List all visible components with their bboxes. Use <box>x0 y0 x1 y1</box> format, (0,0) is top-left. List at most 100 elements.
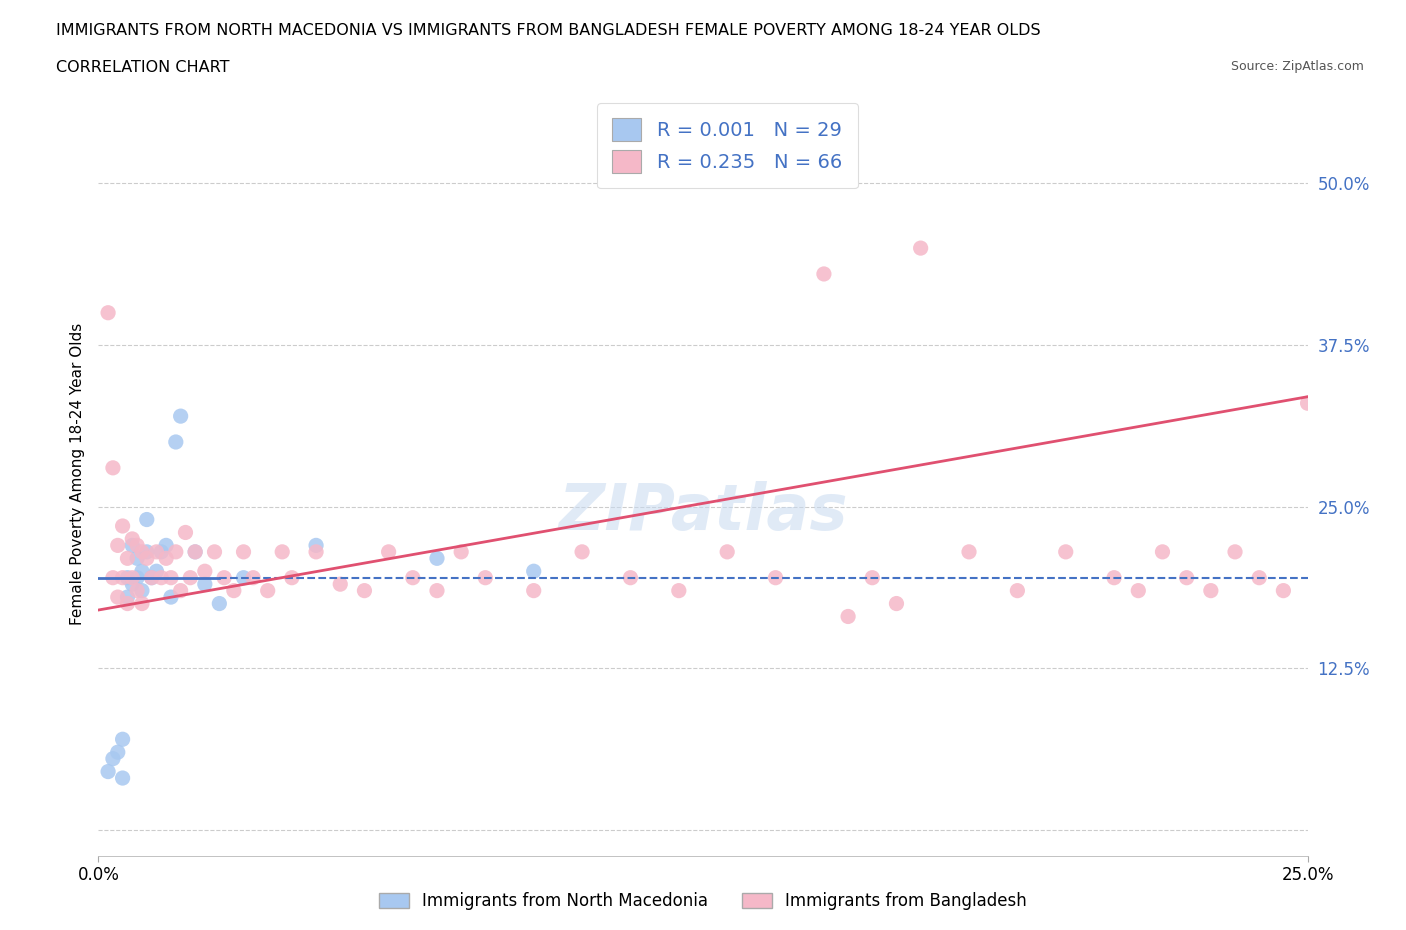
Point <box>212 570 235 585</box>
Point <box>155 538 177 552</box>
Point <box>127 538 149 552</box>
Point <box>135 512 157 527</box>
Point <box>131 564 153 578</box>
Point <box>450 544 472 559</box>
Point <box>121 531 143 546</box>
Point <box>232 544 254 559</box>
Point <box>1175 570 1198 585</box>
Point <box>1249 570 1271 585</box>
Point <box>101 460 124 475</box>
Point <box>222 583 245 598</box>
Point <box>121 570 143 585</box>
Point <box>184 544 207 559</box>
Point <box>837 609 859 624</box>
Point <box>179 570 201 585</box>
Point <box>1296 396 1319 411</box>
Point <box>145 544 167 559</box>
Point <box>860 570 883 585</box>
Point <box>619 570 641 585</box>
Point <box>117 570 139 585</box>
Point <box>107 590 129 604</box>
Point <box>194 564 217 578</box>
Point <box>1128 583 1150 598</box>
Point <box>117 596 139 611</box>
Point <box>165 434 187 449</box>
Point <box>377 544 399 559</box>
Point <box>305 544 328 559</box>
Legend: Immigrants from North Macedonia, Immigrants from Bangladesh: Immigrants from North Macedonia, Immigra… <box>373 885 1033 917</box>
Point <box>1223 544 1246 559</box>
Point <box>305 538 328 552</box>
Point <box>1102 570 1125 585</box>
Point <box>910 241 932 256</box>
Point <box>150 570 173 585</box>
Point <box>169 408 191 423</box>
Point <box>107 538 129 552</box>
Point <box>1272 583 1295 598</box>
Point <box>101 751 124 766</box>
Point <box>145 564 167 578</box>
Point <box>426 551 449 565</box>
Point <box>97 305 120 320</box>
Point <box>169 583 191 598</box>
Point <box>121 538 143 552</box>
Point <box>150 544 173 559</box>
Point <box>571 544 593 559</box>
Point <box>121 577 143 591</box>
Point <box>242 570 264 585</box>
Point <box>97 764 120 779</box>
Point <box>184 544 207 559</box>
Point <box>117 551 139 565</box>
Point <box>174 525 197 540</box>
Point <box>131 544 153 559</box>
Point <box>165 544 187 559</box>
Point <box>111 732 134 747</box>
Point <box>127 570 149 585</box>
Point <box>716 544 738 559</box>
Y-axis label: Female Poverty Among 18-24 Year Olds: Female Poverty Among 18-24 Year Olds <box>69 324 84 626</box>
Point <box>208 596 231 611</box>
Point <box>329 577 352 591</box>
Point <box>111 771 134 786</box>
Point <box>155 551 177 565</box>
Text: IMMIGRANTS FROM NORTH MACEDONIA VS IMMIGRANTS FROM BANGLADESH FEMALE POVERTY AMO: IMMIGRANTS FROM NORTH MACEDONIA VS IMMIG… <box>56 23 1040 38</box>
Point <box>232 570 254 585</box>
Point <box>111 570 134 585</box>
Point <box>141 570 163 585</box>
Point <box>668 583 690 598</box>
Point <box>765 570 787 585</box>
Point <box>131 596 153 611</box>
Point <box>135 551 157 565</box>
Point <box>204 544 226 559</box>
Point <box>281 570 304 585</box>
Point <box>957 544 980 559</box>
Point <box>141 570 163 585</box>
Point <box>1152 544 1174 559</box>
Point <box>426 583 449 598</box>
Point <box>160 570 183 585</box>
Point <box>523 583 546 598</box>
Point <box>813 267 835 282</box>
Legend: R = 0.001   N = 29, R = 0.235   N = 66: R = 0.001 N = 29, R = 0.235 N = 66 <box>596 102 858 189</box>
Point <box>256 583 278 598</box>
Point <box>1054 544 1077 559</box>
Point <box>160 590 183 604</box>
Point <box>101 570 124 585</box>
Text: CORRELATION CHART: CORRELATION CHART <box>56 60 229 75</box>
Point <box>127 551 149 565</box>
Point <box>886 596 908 611</box>
Point <box>131 583 153 598</box>
Text: ZIPatlas: ZIPatlas <box>558 482 848 543</box>
Point <box>107 745 129 760</box>
Point <box>523 564 546 578</box>
Point <box>1007 583 1029 598</box>
Point <box>402 570 425 585</box>
Point <box>111 519 134 534</box>
Text: Source: ZipAtlas.com: Source: ZipAtlas.com <box>1230 60 1364 73</box>
Point <box>271 544 294 559</box>
Point <box>117 590 139 604</box>
Point <box>353 583 375 598</box>
Point <box>194 577 217 591</box>
Point <box>474 570 496 585</box>
Point <box>1199 583 1222 598</box>
